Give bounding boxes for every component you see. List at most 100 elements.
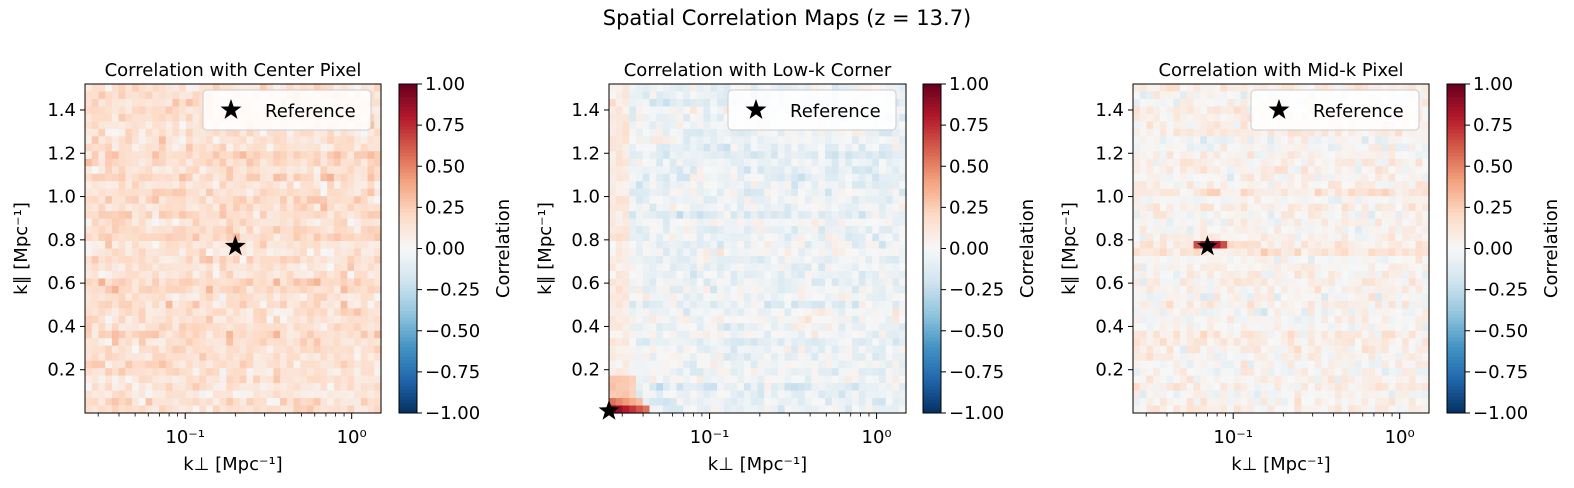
- heatmap-cell: [879, 330, 887, 339]
- heatmap-cell: [825, 233, 833, 242]
- heatmap-cell: [219, 166, 227, 175]
- heatmap-cell: [892, 368, 900, 377]
- heatmap-cell: [1247, 136, 1255, 145]
- heatmap-cell: [663, 353, 671, 362]
- heatmap-cell: [98, 84, 106, 93]
- heatmap-cell: [185, 390, 194, 399]
- heatmap-cell: [1220, 128, 1228, 137]
- heatmap-cell: [865, 196, 873, 205]
- heatmap-cell: [226, 398, 234, 407]
- heatmap-cell: [1220, 143, 1228, 152]
- heatmap-cell: [239, 353, 248, 362]
- heatmap-cell: [777, 166, 786, 175]
- heatmap-cell: [320, 128, 328, 137]
- heatmap-cell: [804, 136, 813, 145]
- heatmap-cell: [845, 233, 853, 242]
- heatmap-cell: [663, 248, 671, 257]
- heatmap-cell: [374, 255, 382, 265]
- heatmap-cell: [125, 353, 133, 362]
- heatmap-cell: [690, 143, 698, 152]
- colorbar-segment: [399, 90, 417, 95]
- heatmap-cell: [811, 84, 819, 93]
- heatmap-cell: [865, 166, 873, 175]
- heatmap-cell: [233, 173, 241, 182]
- heatmap-cell: [1193, 84, 1201, 93]
- heatmap-cell: [280, 233, 288, 242]
- heatmap-cell: [649, 300, 657, 309]
- heatmap-cell: [636, 121, 644, 130]
- heatmap-cell: [1146, 91, 1154, 100]
- heatmap-cell: [798, 368, 806, 377]
- heatmap-cell: [804, 188, 813, 197]
- heatmap-cell: [609, 315, 617, 324]
- heatmap-cell: [710, 196, 718, 205]
- heatmap-cell: [723, 84, 732, 93]
- heatmap-cell: [1159, 91, 1168, 100]
- heatmap-cell: [152, 255, 160, 265]
- heatmap-cell: [111, 98, 120, 108]
- heatmap-cell: [710, 84, 718, 93]
- heatmap-cell: [239, 218, 248, 227]
- heatmap-cell: [879, 293, 887, 302]
- heatmap-cell: [1402, 128, 1410, 137]
- heatmap-cell: [690, 203, 698, 212]
- heatmap-cell: [286, 353, 295, 362]
- heatmap-cell: [273, 151, 281, 160]
- heatmap-cell: [710, 255, 718, 265]
- heatmap-cell: [750, 158, 759, 167]
- heatmap-cell: [710, 375, 718, 384]
- heatmap-cell: [798, 353, 806, 362]
- heatmap-cell: [226, 368, 234, 377]
- heatmap-cell: [85, 353, 93, 362]
- heatmap-cell: [872, 338, 880, 347]
- heatmap-cell: [85, 121, 93, 130]
- heatmap-cell: [105, 398, 113, 407]
- heatmap-cell: [360, 151, 369, 160]
- heatmap-cell: [132, 158, 140, 167]
- heatmap-cell: [91, 203, 100, 212]
- colorbar-segment: [923, 278, 941, 282]
- heatmap-cell: [199, 226, 207, 235]
- heatmap-cell: [360, 241, 369, 250]
- heatmap-cell: [105, 91, 113, 100]
- heatmap-cell: [360, 158, 369, 167]
- heatmap-cell: [1328, 173, 1336, 182]
- heatmap-cell: [259, 143, 268, 152]
- heatmap-cell: [744, 181, 752, 190]
- heatmap-cell: [811, 405, 819, 414]
- heatmap-cell: [811, 211, 819, 220]
- heatmap-cell: [219, 203, 227, 212]
- heatmap-cell: [1173, 181, 1181, 190]
- heatmap-cell: [280, 360, 288, 369]
- heatmap-cell: [885, 300, 894, 309]
- heatmap-cell: [1240, 128, 1248, 137]
- heatmap-cell: [347, 300, 355, 309]
- heatmap-cell: [879, 368, 887, 377]
- heatmap-cell: [360, 383, 369, 392]
- heatmap-cell: [1274, 143, 1282, 152]
- heatmap-cell: [1307, 173, 1316, 182]
- heatmap-cell: [717, 375, 725, 384]
- heatmap-cell: [649, 128, 657, 137]
- heatmap-cell: [367, 345, 375, 354]
- heatmap-cell: [798, 233, 806, 242]
- heatmap-cell: [152, 196, 160, 205]
- heatmap-cell: [804, 233, 813, 242]
- heatmap-cell: [91, 338, 100, 347]
- heatmap-cell: [649, 330, 657, 339]
- heatmap-cell: [145, 293, 153, 302]
- heatmap-cell: [259, 255, 268, 265]
- heatmap-cell: [85, 300, 93, 309]
- heatmap-cell: [818, 330, 826, 339]
- heatmap-cell: [179, 158, 187, 167]
- heatmap-cell: [636, 278, 644, 287]
- heatmap-cell: [300, 151, 308, 160]
- heatmap-cell: [85, 151, 93, 160]
- heatmap-cell: [717, 315, 725, 324]
- heatmap-cell: [185, 293, 194, 302]
- heatmap-cell: [811, 136, 819, 145]
- heatmap-cell: [360, 345, 369, 354]
- heatmap-cell: [111, 233, 120, 242]
- heatmap-cell: [246, 226, 254, 235]
- heatmap-cell: [1240, 166, 1248, 175]
